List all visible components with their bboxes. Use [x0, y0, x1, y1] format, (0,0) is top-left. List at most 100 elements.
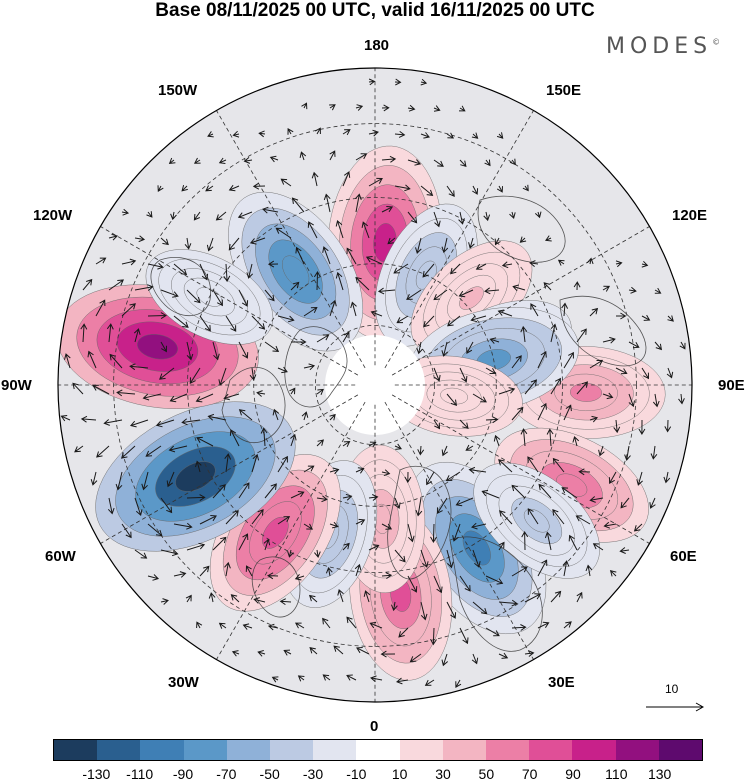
wind-arrow [575, 515, 591, 525]
wind-arrow [224, 561, 231, 577]
wind-arrow [381, 572, 393, 580]
wind-arrow [433, 211, 441, 228]
wind-arrow [322, 617, 331, 629]
wind-arrow [103, 419, 123, 426]
wind-arrow [251, 315, 266, 330]
wind-arrow [212, 341, 220, 361]
wind-arrow [552, 457, 565, 473]
lon-label-30w: 30W [168, 674, 199, 691]
wind-arrow [573, 281, 581, 291]
wind-arrow [678, 393, 685, 405]
wind-arrow [615, 260, 623, 268]
wind-arrow [212, 484, 226, 499]
wind-arrow [441, 445, 448, 457]
wind-arrow [64, 353, 71, 369]
wind-arrow [370, 310, 383, 317]
wind-arrow [394, 443, 402, 450]
wind-arrow [269, 155, 279, 163]
wind-arrow [238, 341, 249, 359]
wind-arrow [393, 263, 409, 274]
wind-arrow [199, 565, 210, 577]
wind-arrow [430, 523, 437, 543]
wind-arrow [433, 159, 444, 167]
wind-arrow [316, 334, 330, 343]
colorbar-tick-label: -130 [82, 766, 111, 782]
wind-arrow [420, 132, 431, 139]
wind-arrow [459, 419, 469, 429]
wind-arrow [537, 350, 547, 369]
wind-arrow [225, 510, 239, 525]
wind-arrow [368, 544, 380, 551]
wind-arrow [628, 341, 640, 349]
wind-arrow [398, 627, 409, 638]
wind-arrow [129, 419, 149, 428]
wind-arrow [576, 328, 587, 343]
wind-arrow [160, 549, 179, 557]
wind-arrow [350, 301, 357, 317]
wind-arrow [436, 497, 448, 515]
wind-arrow [290, 281, 300, 291]
wind-arrow [146, 211, 153, 218]
wind-arrow [485, 627, 500, 637]
wind-arrow [225, 315, 237, 332]
wind-arrow [107, 497, 115, 515]
wind-arrow [242, 623, 253, 630]
wind-arrow [275, 227, 292, 239]
wind-arrow [245, 565, 253, 577]
wind-arrow [592, 543, 604, 551]
wind-arrow [529, 260, 539, 267]
meridian-line [216, 110, 366, 369]
wind-arrow [272, 408, 280, 421]
wind-arrow [208, 592, 216, 603]
wind-arrow [420, 601, 428, 621]
wind-arrow [195, 460, 202, 473]
wind-arrow [585, 564, 593, 577]
wind-arrow [212, 536, 227, 551]
wind-arrow [147, 523, 163, 537]
wind-arrow [603, 521, 617, 529]
colorbar-swatch [183, 740, 227, 760]
wind-arrow [252, 182, 266, 190]
wind-arrow [396, 315, 409, 324]
wind-arrow [342, 493, 353, 501]
colorbar-tick-label: -110 [126, 766, 154, 782]
wind-arrow [133, 328, 141, 343]
wind-arrow [468, 237, 475, 249]
wind-arrow [433, 289, 448, 301]
wind-arrow [534, 211, 542, 219]
wind-arrow [499, 510, 513, 525]
wind-arrow [189, 367, 201, 385]
wind-arrow [589, 359, 604, 369]
wind-arrow [433, 575, 443, 594]
wind-arrow [537, 402, 547, 421]
wind-arrow [72, 382, 84, 395]
anomaly-cell [95, 401, 296, 552]
lon-label-90w: 90W [1, 377, 32, 394]
wind-arrow [355, 153, 368, 161]
wind-arrow [160, 598, 169, 605]
wind-arrow [409, 653, 422, 663]
colorbar-swatch [529, 740, 573, 760]
wind-arrow [307, 221, 318, 239]
map-disc [58, 68, 692, 702]
wind-arrow [142, 393, 162, 401]
wind-arrow [354, 563, 362, 577]
wind-arrow [633, 523, 643, 532]
wind-arrow [335, 271, 344, 291]
wind-arrow [106, 323, 114, 343]
wind-arrow [264, 289, 275, 302]
wind-arrow [520, 428, 528, 447]
wind-arrow [287, 128, 294, 135]
wind-arrow [620, 497, 630, 509]
wind-arrow [422, 263, 435, 278]
wind-arrow [394, 184, 411, 192]
wind-arrow [641, 314, 651, 321]
colorbar-swatch [486, 740, 530, 760]
wind-arrow [195, 393, 214, 403]
wind-arrow [396, 677, 409, 685]
wind-arrow [96, 445, 110, 458]
wind-arrow [116, 389, 136, 397]
wind-arrow [301, 102, 308, 110]
wind-arrow [333, 645, 344, 655]
wind-arrow [173, 571, 187, 578]
